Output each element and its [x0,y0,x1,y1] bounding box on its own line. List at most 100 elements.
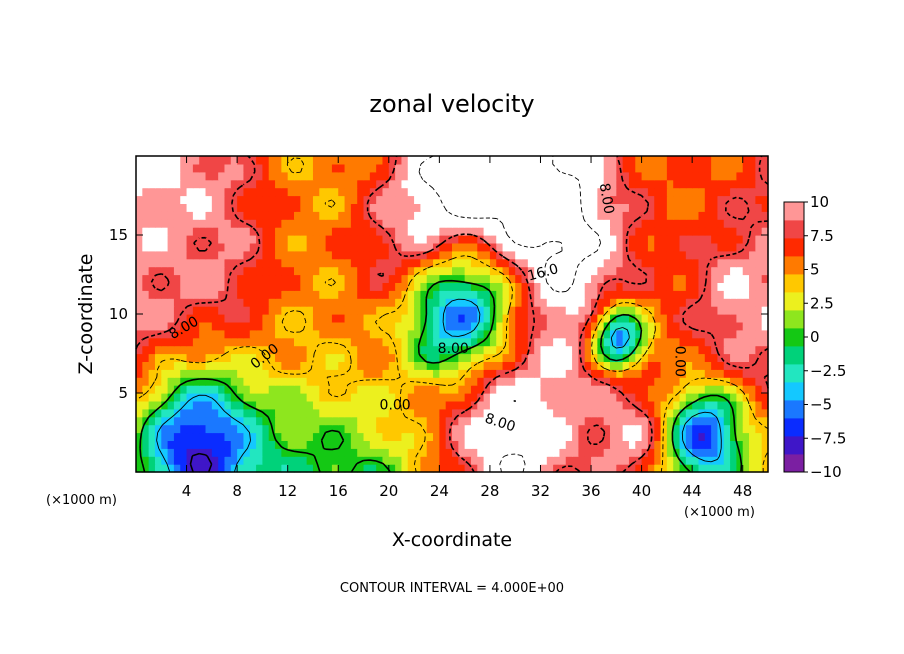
field-cell [483,353,491,362]
field-cell [521,227,529,236]
field-cell [433,361,440,370]
field-cell [275,385,282,394]
field-cell [616,227,624,236]
field-cell [376,219,384,228]
field-cell [237,195,245,204]
colorbar-swatch [784,256,804,275]
field-cell [591,393,598,402]
field-cell [262,298,270,307]
field-cell [433,298,440,307]
field-cell [224,432,232,441]
field-cell [426,369,434,378]
field-cell [395,393,403,402]
field-cell [161,242,169,252]
field-cell [357,353,365,362]
field-cell [350,179,358,189]
field-cell [237,408,245,418]
field-cell [218,163,226,173]
field-cell [325,274,333,283]
field-cell [540,377,548,386]
field-cell [540,400,548,410]
field-cell [628,250,636,260]
field-cell [401,258,409,268]
field-cell [249,227,257,236]
field-cell [211,219,219,228]
field-cell [679,187,687,197]
field-cell [723,227,731,236]
field-cell [477,345,485,355]
field-cell [603,448,611,457]
field-cell [717,187,725,197]
field-cell [420,400,428,410]
field-cell [749,156,756,165]
field-cell [161,393,169,402]
field-cell [173,258,181,268]
field-cell [635,163,643,173]
field-cell [698,250,706,260]
field-cell [382,424,390,434]
field-cell [331,385,339,394]
x-tick-label: 48 [733,482,752,500]
field-cell [388,353,396,362]
field-cell [344,290,352,299]
field-cell [647,250,655,260]
field-cell [622,179,630,189]
field-cell [470,219,478,228]
field-cell [666,282,674,291]
field-cell [357,456,365,465]
field-cell [186,377,194,386]
field-cell [559,337,567,347]
field-cell [641,171,649,181]
field-cell [622,337,630,347]
field-cell [211,242,219,252]
field-cell [584,290,592,299]
field-cell [192,385,200,394]
field-cell [136,314,143,323]
field-cell [464,369,472,378]
field-cell [300,298,308,307]
field-cell [180,464,188,473]
field-cell [382,314,390,323]
field-cell [527,235,535,244]
field-cell [584,258,592,268]
field-cell [610,266,617,276]
field-cell [268,274,276,283]
field-cell [641,345,649,355]
field-cell [256,440,263,449]
field-cell [230,266,238,276]
field-cell [331,219,339,228]
field-cell [464,242,472,252]
field-cell [445,456,453,465]
field-cell [319,345,327,355]
field-cell [142,219,150,228]
field-cell [395,361,403,370]
field-cell [154,369,162,378]
field-cell [477,385,485,394]
field-cell [401,440,409,449]
field-cell [426,306,434,315]
field-cell [527,353,535,362]
field-cell [205,258,213,268]
field-cell [698,298,706,307]
field-cell [565,219,573,228]
field-cell [679,219,687,228]
field-cell [344,440,352,449]
field-cell [603,416,611,426]
field-cell [628,314,636,323]
field-cell [294,290,301,299]
field-cell [173,171,181,181]
field-cell [224,203,232,212]
field-cell [357,448,365,457]
field-cell [603,282,611,291]
field-cell [312,163,320,173]
field-cell [761,203,769,212]
field-cell [610,290,617,299]
field-cell [205,464,213,473]
field-cell [350,282,358,291]
field-cell [673,385,681,394]
field-cell [180,329,188,339]
field-cell [508,314,516,323]
field-cell [591,369,598,378]
field-cell [350,448,358,457]
field-cell [325,290,333,299]
